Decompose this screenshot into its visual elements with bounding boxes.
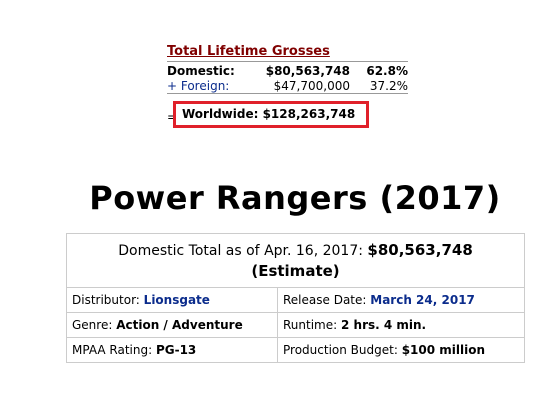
production-budget-cell: Production Budget: $100 million bbox=[277, 337, 525, 363]
lifetime-grosses-title: Total Lifetime Grosses bbox=[167, 44, 408, 62]
summary-row: Genre: Action / Adventure Runtime: 2 hrs… bbox=[66, 312, 525, 338]
domestic-total-cell: Domestic Total as of Apr. 16, 2017: $80,… bbox=[66, 233, 525, 288]
worldwide-gross-highlight: Worldwide: $128,263,748 bbox=[173, 101, 369, 128]
genre-cell: Genre: Action / Adventure bbox=[66, 312, 278, 338]
summary-row: Distributor: Lionsgate Release Date: Mar… bbox=[66, 287, 525, 313]
foreign-gross-amount: $47,700,000 bbox=[273, 79, 350, 93]
distributor-cell: Distributor: Lionsgate bbox=[66, 287, 278, 313]
grosses-divider bbox=[167, 93, 408, 94]
foreign-gross-row: + Foreign: $47,700,000 37.2% bbox=[167, 79, 408, 94]
domestic-gross-percent: 62.8% bbox=[366, 64, 408, 78]
summary-total-row: Domestic Total as of Apr. 16, 2017: $80,… bbox=[66, 233, 525, 288]
mpaa-rating-label: MPAA Rating: bbox=[72, 343, 153, 357]
worldwide-equals-sign: = bbox=[167, 110, 178, 124]
runtime-cell: Runtime: 2 hrs. 4 min. bbox=[277, 312, 525, 338]
release-date-link[interactable]: March 24, 2017 bbox=[370, 293, 475, 307]
lifetime-grosses-panel: Total Lifetime Grosses Domestic: $80,563… bbox=[167, 44, 408, 94]
foreign-gross-label[interactable]: + Foreign: bbox=[167, 79, 230, 93]
release-date-cell: Release Date: March 24, 2017 bbox=[277, 287, 525, 313]
mpaa-rating-value: PG-13 bbox=[155, 343, 197, 357]
movie-title: Power Rangers (2017) bbox=[89, 179, 501, 217]
production-budget-value: $100 million bbox=[401, 343, 486, 357]
estimate-label: (Estimate) bbox=[251, 261, 340, 280]
domestic-total-prefix: Domestic Total as of Apr. 16, 2017: bbox=[118, 242, 363, 259]
mpaa-rating-cell: MPAA Rating: PG-13 bbox=[66, 337, 278, 363]
runtime-label: Runtime: bbox=[283, 318, 338, 332]
production-budget-label: Production Budget: bbox=[283, 343, 398, 357]
release-date-label: Release Date: bbox=[283, 293, 367, 307]
genre-label: Genre: bbox=[72, 318, 113, 332]
foreign-gross-percent: 37.2% bbox=[369, 79, 408, 93]
genre-value: Action / Adventure bbox=[116, 318, 243, 332]
distributor-label: Distributor: bbox=[72, 293, 140, 307]
domestic-gross-label: Domestic: bbox=[167, 64, 235, 78]
domestic-gross-row: Domestic: $80,563,748 62.8% bbox=[167, 64, 408, 79]
worldwide-gross-text: Worldwide: $128,263,748 bbox=[182, 107, 356, 121]
domestic-gross-amount: $80,563,748 bbox=[265, 64, 350, 78]
movie-summary-table: Domestic Total as of Apr. 16, 2017: $80,… bbox=[66, 233, 525, 363]
domestic-total-value: $80,563,748 bbox=[367, 240, 473, 259]
runtime-value: 2 hrs. 4 min. bbox=[341, 318, 427, 332]
summary-row: MPAA Rating: PG-13 Production Budget: $1… bbox=[66, 337, 525, 363]
distributor-link[interactable]: Lionsgate bbox=[143, 293, 210, 307]
